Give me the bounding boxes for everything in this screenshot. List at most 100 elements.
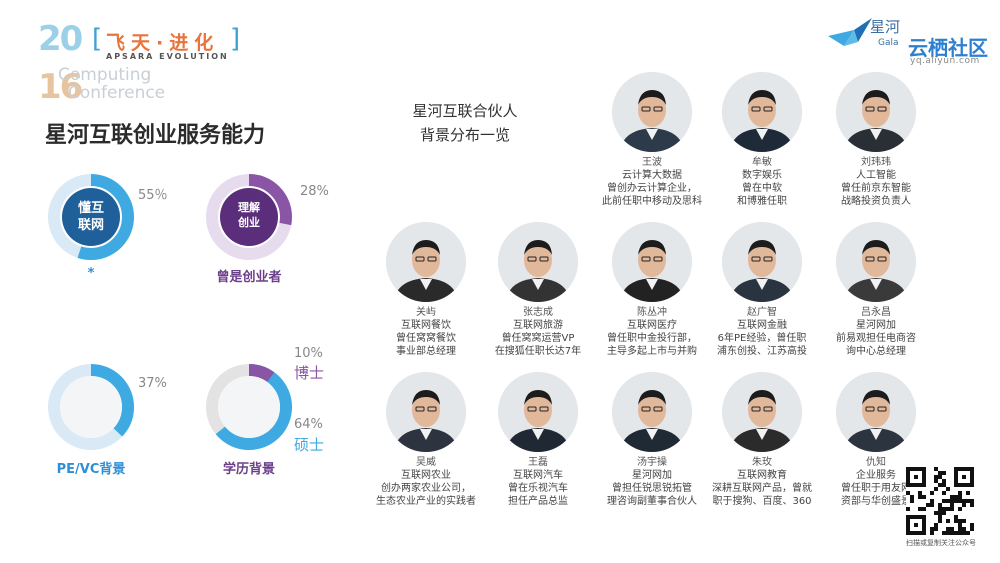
partner-desc-line: 询中心总经理 — [846, 346, 906, 357]
partner-info: 牟敏数字娱乐曾在中软和博雅任职 — [692, 156, 832, 208]
partner-desc-line: 企业服务 — [856, 470, 896, 481]
partner-desc-line: 曾任窝窝餐饮 — [396, 333, 456, 344]
partner-desc-line: 曾创办云计算企业， — [607, 183, 697, 194]
partner-desc-line: 曾在乐视汽车 — [508, 483, 568, 494]
partner-photo — [612, 72, 692, 152]
conference-logo: 20 16 [ 飞天·进化 ] APSARA EVOLUTION Computi… — [38, 19, 268, 104]
donut-internet-pct: 55％ — [138, 188, 168, 203]
partner-info: 刘玮玮 人工智能 曾任前京东智能 战略投资负责人 — [806, 156, 946, 208]
partner-name: 王波 — [642, 157, 662, 168]
donut-pevc-pct: 37% — [138, 376, 167, 391]
partner-name: 牟敏 — [752, 157, 772, 168]
person-avatar-icon — [722, 72, 802, 152]
donut-startup-inner: 理解 创业 — [219, 200, 279, 230]
partner-desc-line: 事业部总经理 — [396, 346, 456, 357]
person-avatar-icon — [722, 222, 802, 302]
partner-desc-line: 前易观担任电商咨 — [836, 333, 916, 344]
partner-desc-line: 此前任职中移动及思科 — [602, 196, 702, 207]
donut-startup: 理解 创业 28% 曾是创业者 — [204, 172, 344, 287]
brand-logo: 星河 Gala 云栖社区 yq.aliyun.com — [828, 14, 998, 70]
partner-photo — [498, 372, 578, 452]
partner-desc-line: 星河网加 — [632, 470, 672, 481]
logo-year-top: 20 — [38, 19, 83, 59]
qr-code-graphic — [906, 467, 974, 535]
partners-section-line1: 星河互联合伙人 — [412, 102, 518, 120]
partner-desc-line: 人工智能 — [856, 170, 896, 181]
donut-pevc: 37% PE/VC背景 — [46, 362, 176, 477]
partner-name: 吕永昌 — [861, 307, 891, 318]
partner-desc-line: 和博雅任职 — [737, 196, 787, 207]
partner-name: 赵广智 — [747, 307, 777, 318]
partner-name: 张志成 — [523, 307, 553, 318]
partner-desc-line: 深耕互联网产品，曾就 — [712, 483, 812, 494]
person-avatar-icon — [498, 222, 578, 302]
partner-photo — [386, 222, 466, 302]
donut-education: 10% 博士 64% 硕士 学历背景 — [204, 344, 354, 479]
qr-code — [906, 467, 974, 535]
donut-internet-inner: 懂互 联网 — [61, 200, 121, 234]
person-avatar-icon — [836, 372, 916, 452]
partner-name: 陈丛冲 — [637, 307, 667, 318]
donut-pevc-caption: PE/VC背景 — [56, 462, 126, 477]
person-avatar-icon — [612, 72, 692, 152]
partner-photo — [498, 222, 578, 302]
person-avatar-icon — [836, 72, 916, 152]
partner-photo — [722, 372, 802, 452]
partner-name: 仇知 — [866, 457, 886, 468]
partner-desc-line: 主导多起上市与并购 — [607, 346, 697, 357]
partner-info: 汤宇操 星河网加 曾担任锐思锐拓管 理咨询副董事合伙人 — [582, 456, 722, 508]
partner-info: 朱玫 互联网教育 深耕互联网产品，曾就 职于搜狗、百度、360 — [692, 456, 832, 508]
partner-name: 朱玫 — [752, 457, 772, 468]
donut-startup-inner-line2: 创业 — [238, 216, 260, 229]
logo-cn-title: 飞天·进化 — [106, 32, 220, 54]
partner-desc-line: 理咨询副董事合伙人 — [607, 496, 697, 507]
partner-desc-line: 曾任职于用友网 — [841, 483, 911, 494]
donut-education-phd: 博士 — [294, 364, 325, 382]
partner-info: 赵广智 互联网金融 6年PE经验，曾任职 浦东创投、江苏高投 — [692, 306, 832, 358]
partner-desc-line: 曾任窝窝运营VP — [501, 333, 575, 344]
partner-desc-line: 互联网医疗 — [627, 320, 677, 331]
logo-apsara: APSARA EVOLUTION — [106, 52, 229, 61]
person-avatar-icon — [836, 222, 916, 302]
partner-photo — [612, 372, 692, 452]
donut-education-caption: 学历背景 — [222, 462, 275, 477]
donut-education-master-pct: 64% — [294, 417, 323, 432]
person-avatar-icon — [498, 372, 578, 452]
person-avatar-icon — [722, 372, 802, 452]
partner-info: 吕永昌星河网加前易观担任电商咨 询中心总经理 — [806, 306, 946, 358]
partner-photo — [836, 372, 916, 452]
partner-info: 仇知 企业服务 曾任职于用友网 资部与华创盛景 — [806, 456, 946, 508]
donut-startup-caption: 曾是创业者 — [216, 270, 282, 285]
partner-name: 汤宇操 — [637, 457, 667, 468]
partner-desc-line: 数字娱乐 — [742, 170, 782, 181]
donut-startup-pct: 28% — [300, 184, 329, 199]
person-avatar-icon — [612, 372, 692, 452]
partner-photo — [836, 222, 916, 302]
brand-url: yq.aliyun.com — [910, 56, 980, 66]
logo-computing: Computing — [58, 65, 152, 85]
partner-desc-line: 曾在中软 — [742, 183, 782, 194]
donut-internet-ring — [48, 174, 134, 260]
galaxy-cn: 星河 — [870, 18, 901, 36]
partner-name: 刘玮玮 — [861, 157, 891, 168]
partner-desc-line: 云计算大数据 — [622, 170, 682, 181]
partner-desc-line: 创办两家农业公司， — [381, 483, 471, 494]
logo-bracket-right: ] — [230, 24, 241, 54]
donut-startup-inner-line1: 理解 — [238, 201, 260, 214]
person-avatar-icon — [386, 372, 466, 452]
donut-education-master: 硕士 — [294, 436, 325, 454]
partner-photo — [612, 222, 692, 302]
partner-desc-line: 星河网加 — [856, 320, 896, 331]
partner-info: 张志成 互联网旅游 曾任窝窝运营VP 在搜狐任职长达7年 — [468, 306, 608, 358]
donut-internet-inner-line1: 懂互 — [77, 201, 104, 216]
qr-caption: 扫描或复制关注公众号 — [906, 539, 976, 547]
donut-internet-caption: * — [87, 266, 95, 281]
partner-info: 王波云计算大数据曾创办云计算企业， 此前任职中移动及思科 — [582, 156, 722, 208]
partner-desc-line: 互联网教育 — [737, 470, 787, 481]
person-avatar-icon — [386, 222, 466, 302]
partner-name: 关屿 — [416, 307, 436, 318]
donut-internet: 懂互 联网 55％ * — [46, 172, 176, 282]
partner-desc-line: 曾任职中金投行部， — [607, 333, 697, 344]
partner-desc-line: 6年PE经验，曾任职 — [717, 333, 807, 344]
partner-photo — [722, 222, 802, 302]
